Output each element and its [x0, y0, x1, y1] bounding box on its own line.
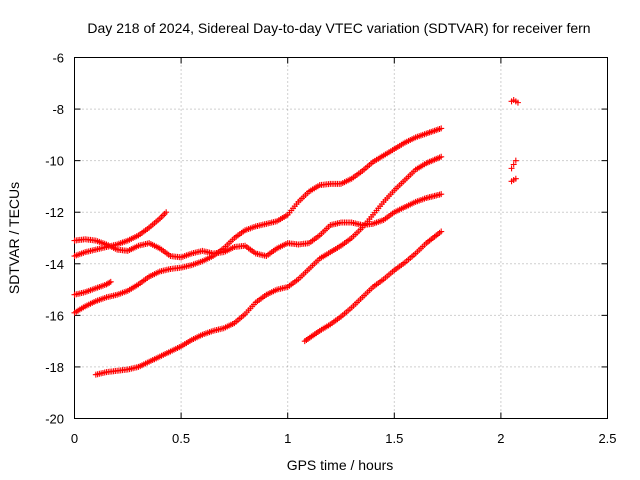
chart-title: Day 218 of 2024, Sidereal Day-to-day VTE…: [87, 20, 590, 36]
plot-frame: [74, 57, 608, 419]
data-point-s3-p4: [107, 278, 114, 285]
x-tick-label: 1.5: [385, 431, 403, 446]
data-points: [71, 97, 521, 378]
data-point-s6-p3: [514, 99, 521, 106]
data-point-s2-p34: [438, 125, 445, 132]
data-point-s7-p0: [508, 165, 515, 172]
data-point-s7-p1: [510, 161, 517, 168]
y-tick-label: -18: [45, 360, 64, 375]
y-tick-label: -16: [45, 308, 64, 323]
y-tick-label: -10: [45, 154, 64, 169]
tick-labels: 0 0.5 1 1.5 2 2.5 -20 -18 -16 -14 -12 -10 -8 -6: [45, 51, 616, 447]
data-point-s5-p12: [438, 228, 445, 235]
data-point-s7-p2: [512, 157, 519, 164]
x-tick-label: 2.5: [598, 431, 616, 446]
axis-ticks: [74, 57, 608, 419]
x-tick-label: 0: [71, 431, 78, 446]
y-tick-label: -12: [45, 205, 64, 220]
data-point-s0-p34: [438, 191, 445, 198]
y-tick-label: -8: [52, 102, 64, 117]
data-point-s3-p3-2: [106, 279, 113, 286]
grid-lines: [74, 57, 608, 419]
y-axis-label: SDTVAR / TECUs: [6, 182, 22, 294]
x-tick-label: 0.5: [172, 431, 190, 446]
data-point-s4-p32: [438, 153, 445, 160]
y-tick-label: -6: [52, 51, 64, 66]
data-point-s8-p2: [512, 175, 519, 182]
data-point-s1-p9: [163, 209, 170, 216]
x-axis-label: GPS time / hours: [287, 457, 394, 473]
y-tick-label: -20: [45, 412, 64, 427]
x-tick-label: 2: [497, 431, 504, 446]
y-tick-label: -14: [45, 257, 64, 272]
x-tick-label: 1: [284, 431, 291, 446]
